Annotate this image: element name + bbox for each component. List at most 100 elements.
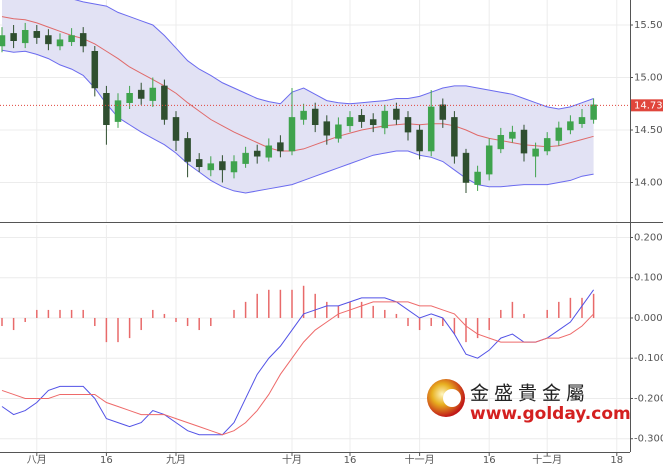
histogram-bar bbox=[244, 301, 247, 318]
histogram-bar bbox=[407, 317, 409, 327]
x-tick-label: 18 bbox=[610, 455, 623, 466]
histogram-bar bbox=[384, 309, 386, 318]
histogram-bar bbox=[511, 301, 514, 318]
candle-body bbox=[10, 33, 17, 41]
histogram-bar bbox=[47, 309, 50, 318]
candle-body bbox=[427, 106, 435, 152]
histogram-bar bbox=[372, 305, 374, 318]
candle-body bbox=[91, 50, 99, 89]
candle-body bbox=[462, 152, 470, 183]
candle-body bbox=[114, 100, 122, 122]
candle-body bbox=[161, 85, 168, 120]
x-tick-label: 九月 bbox=[166, 454, 186, 466]
histogram-bar bbox=[558, 301, 560, 318]
histogram-bar bbox=[24, 317, 26, 322]
y-tick-label: 0.0000 bbox=[634, 313, 663, 324]
histogram-bar bbox=[291, 289, 293, 318]
histogram-bar bbox=[395, 313, 398, 318]
last-price-box bbox=[631, 99, 663, 112]
candle-body bbox=[578, 117, 586, 124]
candle-body bbox=[195, 159, 203, 168]
band-middle bbox=[1, 16, 594, 152]
y-tick-label: 15.500 bbox=[634, 20, 663, 31]
candle-body bbox=[288, 117, 296, 152]
candle-body bbox=[532, 148, 539, 157]
histogram-bar bbox=[256, 293, 258, 318]
histogram-bar bbox=[465, 317, 467, 343]
histogram-bar bbox=[418, 317, 421, 331]
band-fill bbox=[2, 0, 594, 194]
candle-body bbox=[68, 35, 75, 43]
last-price-label: 14.735 bbox=[634, 100, 663, 111]
x-tick-label: 16 bbox=[483, 455, 496, 466]
candle-body bbox=[103, 93, 110, 126]
candle-body bbox=[543, 138, 551, 152]
watermark-url: www.golday.com bbox=[470, 404, 631, 424]
histogram-bar bbox=[500, 309, 502, 318]
x-tick-label: 八月 bbox=[27, 454, 47, 466]
band-lower bbox=[1, 49, 594, 194]
x-tick-label: 十二月 bbox=[532, 453, 562, 466]
candle-body bbox=[381, 110, 389, 129]
histogram-bar bbox=[233, 309, 235, 318]
candle-body bbox=[172, 117, 180, 141]
candle-body bbox=[300, 110, 307, 120]
candle-body bbox=[439, 104, 447, 120]
histogram-bar bbox=[268, 289, 270, 318]
histogram-bar bbox=[163, 313, 166, 318]
histogram-bar bbox=[210, 317, 212, 327]
candle-body bbox=[474, 171, 481, 185]
y-tick-label: 14.500 bbox=[634, 125, 663, 136]
watermark: 金盛貴金屬 www.golday.com bbox=[427, 379, 631, 424]
y-tick-label: -0.300 bbox=[634, 434, 663, 445]
histogram-bar bbox=[279, 289, 282, 318]
candle-body bbox=[149, 87, 157, 101]
price-pane bbox=[0, 0, 630, 222]
histogram-bar bbox=[140, 317, 142, 331]
candle-body bbox=[485, 145, 493, 175]
histogram-bar bbox=[70, 309, 73, 318]
candle-body bbox=[567, 121, 574, 131]
candle-body bbox=[33, 31, 41, 38]
macd-line bbox=[1, 289, 595, 436]
candle-body bbox=[230, 161, 238, 173]
histogram-bar bbox=[12, 317, 15, 331]
histogram-bar bbox=[82, 309, 84, 318]
y-tick-label: 14.000 bbox=[634, 178, 663, 189]
candle-body bbox=[137, 89, 145, 99]
candle-body bbox=[126, 93, 133, 103]
histogram-bar bbox=[128, 317, 131, 339]
candle-body bbox=[404, 117, 412, 133]
macd-pane bbox=[0, 225, 630, 452]
x-tick-label: 16 bbox=[100, 455, 113, 466]
logo-inner bbox=[443, 389, 461, 407]
histogram-bar bbox=[581, 297, 583, 318]
histogram-bar bbox=[488, 317, 490, 331]
candle-body bbox=[242, 152, 249, 164]
candle-body bbox=[555, 127, 563, 141]
candle-body bbox=[393, 108, 400, 120]
candle-body bbox=[497, 135, 505, 150]
histogram-bar bbox=[1, 317, 3, 327]
histogram-bar bbox=[592, 293, 595, 318]
histogram-bar bbox=[36, 309, 38, 318]
candle-body bbox=[21, 29, 29, 44]
candle-body bbox=[207, 163, 215, 171]
candle-body bbox=[277, 142, 284, 152]
candle-body bbox=[184, 138, 191, 162]
candle-body bbox=[451, 117, 458, 157]
histogram-bar bbox=[175, 317, 177, 322]
candle-body bbox=[346, 117, 354, 127]
candle-body bbox=[369, 119, 377, 126]
histogram-bar bbox=[302, 285, 305, 318]
band-upper bbox=[74, 0, 594, 110]
watermark-name: 金盛貴金屬 bbox=[470, 383, 590, 405]
histogram-bar bbox=[198, 317, 200, 331]
candle-body bbox=[45, 35, 52, 45]
histogram-bar bbox=[430, 317, 432, 327]
histogram-bar bbox=[442, 317, 444, 327]
